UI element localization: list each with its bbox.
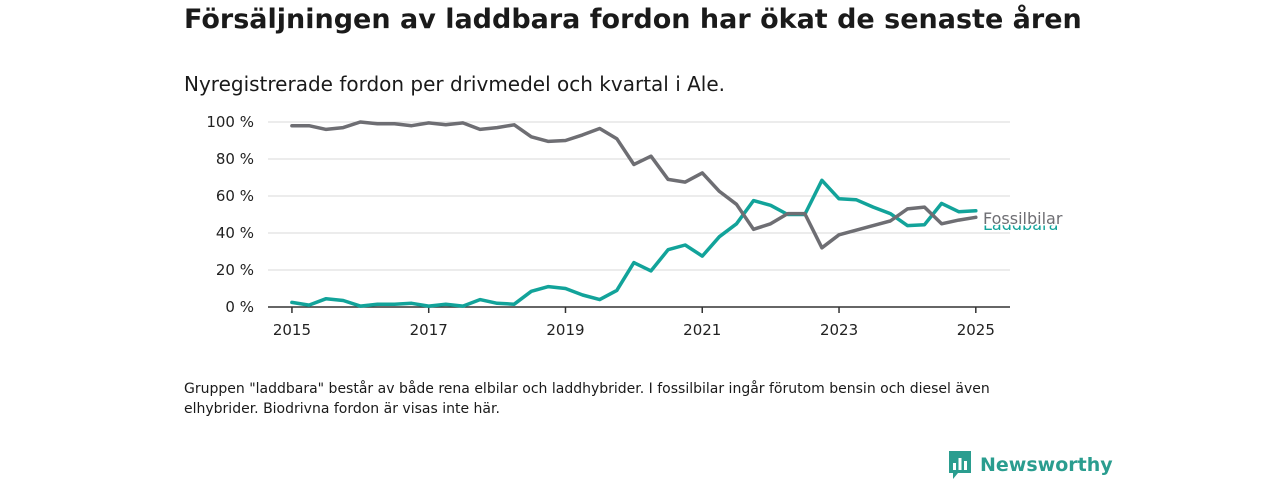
newsworthy-logo: Newsworthy [948,450,1113,480]
series-line-laddbara [290,178,978,308]
x-tick-label: 2017 [410,321,448,339]
y-tick-label: 60 % [216,187,254,205]
x-tick-label: 2015 [273,321,311,339]
x-tick-label: 2023 [820,321,858,339]
x-tick-label: 2021 [683,321,721,339]
chart-title: Försäljningen av laddbara fordon har öka… [184,4,1082,35]
y-tick-label: 0 % [225,298,254,316]
y-tick-label: 20 % [216,261,254,279]
series-label-fossilbilar: Fossilbilar [983,209,1063,228]
y-tick-label: 80 % [216,150,254,168]
y-tick-label: 100 % [206,113,254,131]
chart-footnote: Gruppen "laddbara" består av både rena e… [184,381,990,417]
newsworthy-chart-icon [949,451,971,479]
series-label-laddbara: Laddbara [983,215,1058,234]
x-tick-label: 2019 [546,321,584,339]
x-tick-label: 2025 [957,321,995,339]
y-tick-label: 40 % [216,224,254,242]
series-line-fossilbilar [290,120,978,250]
logo-text: Newsworthy [980,454,1113,476]
chart-subtitle: Nyregistrerade fordon per drivmedel och … [184,72,726,96]
